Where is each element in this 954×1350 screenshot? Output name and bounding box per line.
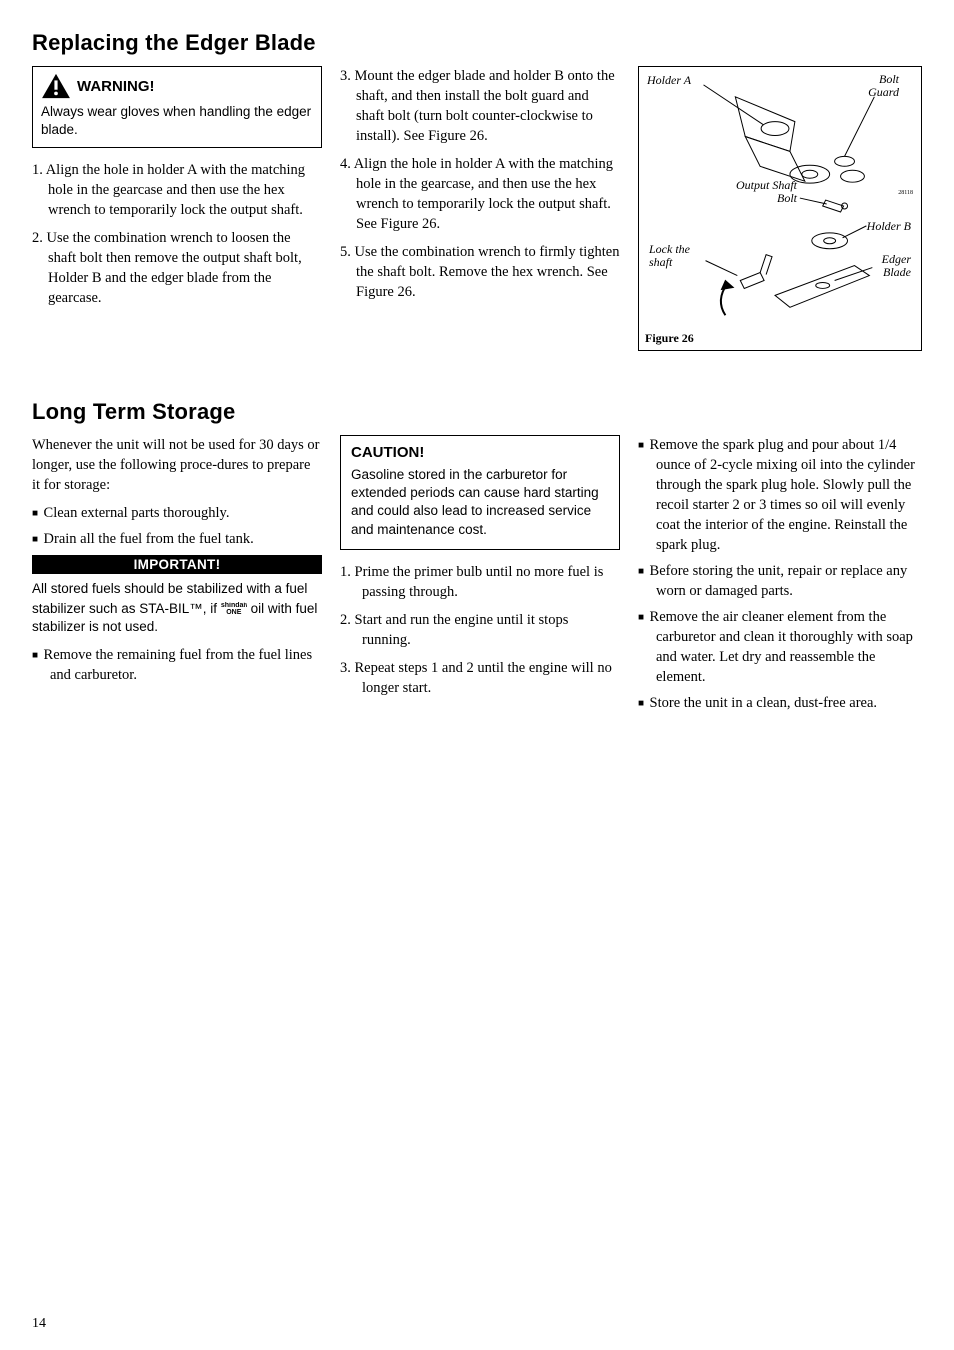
list-item: Remove the air cleaner element from the … — [638, 607, 922, 687]
section1-steps-col2: Mount the edger blade and holder B onto … — [340, 66, 620, 302]
important-body: All stored fuels should be stabilized wi… — [32, 580, 322, 637]
warning-label: WARNING! — [77, 78, 155, 95]
storage-bullets-a: Clean external parts thoroughly. Drain a… — [32, 503, 322, 549]
list-item: Before storing the unit, repair or repla… — [638, 561, 922, 601]
list-item: Mount the edger blade and holder B onto … — [340, 66, 620, 146]
section1-col1: WARNING! Always wear gloves when handlin… — [32, 66, 322, 351]
list-item: Start and run the engine until it stops … — [340, 610, 620, 650]
list-item: Clean external parts thoroughly. — [32, 503, 322, 523]
section1-title: Replacing the Edger Blade — [32, 30, 922, 56]
list-item: Repeat steps 1 and 2 until the engine wi… — [340, 658, 620, 698]
list-item: Prime the primer bulb until no more fuel… — [340, 562, 620, 602]
list-item: Use the combination wrench to firmly tig… — [340, 242, 620, 302]
section2-title: Long Term Storage — [32, 399, 922, 425]
section1-steps-col1: Align the hole in holder A with the matc… — [32, 160, 322, 308]
section-long-term-storage: Long Term Storage Whenever the unit will… — [32, 399, 922, 719]
section2-col2: CAUTION! Gasoline stored in the carburet… — [340, 435, 620, 719]
figure-caption: Figure 26 — [645, 331, 694, 346]
warning-triangle-icon — [41, 73, 71, 99]
shindaiwa-one-logo-icon: shindaiwa ONE — [221, 602, 247, 616]
page-number: 14 — [32, 1316, 46, 1332]
figure-26-diagram-icon — [639, 67, 921, 350]
important-bar: IMPORTANT! — [32, 555, 322, 574]
list-item: Remove the spark plug and pour about 1/4… — [638, 435, 922, 555]
storage-intro: Whenever the unit will not be used for 3… — [32, 435, 322, 495]
section1-col2: Mount the edger blade and holder B onto … — [340, 66, 620, 351]
warning-body: Always wear gloves when handling the edg… — [41, 103, 313, 139]
storage-bullets-b: Remove the remaining fuel from the fuel … — [32, 645, 322, 685]
list-item: Use the combination wrench to loosen the… — [32, 228, 322, 308]
section-replacing-blade: Replacing the Edger Blade WARNING! Alway… — [32, 30, 922, 351]
section2-col3: Remove the spark plug and pour about 1/4… — [638, 435, 922, 719]
caution-body: Gasoline stored in the carburetor for ex… — [351, 466, 609, 539]
section1-columns: WARNING! Always wear gloves when handlin… — [32, 66, 922, 351]
section2-steps: Prime the primer bulb until no more fuel… — [340, 562, 620, 698]
caution-head: CAUTION! — [351, 444, 609, 461]
caution-box: CAUTION! Gasoline stored in the carburet… — [340, 435, 620, 550]
section2-col1: Whenever the unit will not be used for 3… — [32, 435, 322, 719]
section2-columns: Whenever the unit will not be used for 3… — [32, 435, 922, 719]
figure-26: Holder A Bolt Guard Output Shaft Bolt Ho… — [638, 66, 922, 351]
storage-bullets-c: Remove the spark plug and pour about 1/4… — [638, 435, 922, 713]
list-item: Store the unit in a clean, dust-free are… — [638, 693, 922, 713]
warning-head: WARNING! — [41, 73, 313, 99]
section1-col3: Holder A Bolt Guard Output Shaft Bolt Ho… — [638, 66, 922, 351]
list-item: Align the hole in holder A with the matc… — [340, 154, 620, 234]
list-item: Remove the remaining fuel from the fuel … — [32, 645, 322, 685]
warning-box: WARNING! Always wear gloves when handlin… — [32, 66, 322, 148]
list-item: Align the hole in holder A with the matc… — [32, 160, 322, 220]
list-item: Drain all the fuel from the fuel tank. — [32, 529, 322, 549]
